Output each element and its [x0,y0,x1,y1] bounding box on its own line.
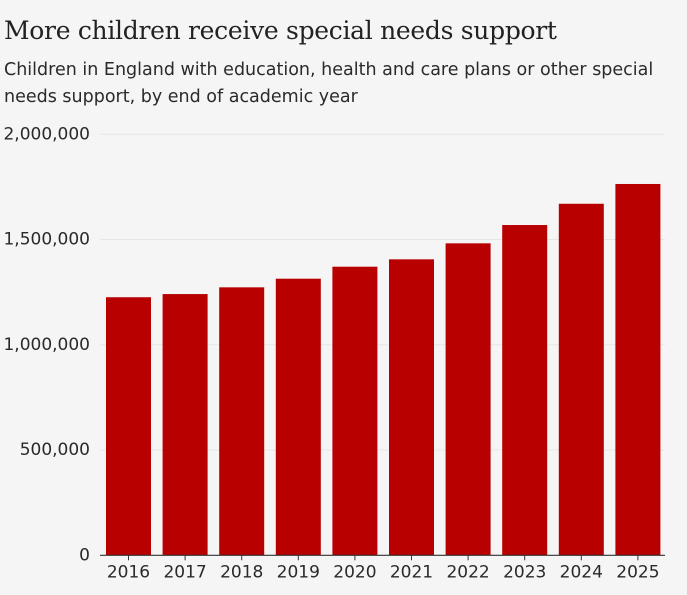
x-tick-label: 2016 [107,562,150,582]
x-tick-label: 2022 [446,562,489,582]
x-tick-label: 2020 [333,562,376,582]
bar-2021 [389,259,434,556]
x-tick-label: 2019 [277,562,320,582]
bar-2025 [615,183,661,556]
bar-2024 [558,203,604,556]
x-tick-label: 2025 [616,562,659,582]
y-tick-label: 0 [79,545,90,565]
x-tick-label: 2023 [503,562,546,582]
chart-title: More children receive special needs supp… [4,16,557,45]
bars [106,183,661,556]
bar-2019 [275,278,321,556]
y-tick-label: 500,000 [20,440,90,460]
y-axis-labels: 0 500,000 1,000,000 1,500,000 2,000,000 [3,124,90,565]
bar-2018 [219,287,265,556]
x-axis-labels: 2016 2017 2018 2019 2020 2021 2022 2023 2024 2025 [107,562,660,582]
y-tick-label: 2,000,000 [3,124,90,144]
bar-2022 [445,243,491,556]
x-tick-label: 2017 [163,562,206,582]
bar-2017 [162,294,208,556]
bar-2020 [332,266,378,556]
y-tick-label: 1,500,000 [3,230,90,250]
bar-2016 [106,297,151,556]
bar-2023 [502,225,548,556]
x-tick-label: 2018 [220,562,263,582]
x-tick-label: 2024 [560,562,603,582]
y-tick-label: 1,000,000 [3,335,90,355]
chart-subtitle: Children in England with education, heal… [4,60,654,107]
x-tick-label: 2021 [390,562,433,582]
x-axis [100,554,665,561]
